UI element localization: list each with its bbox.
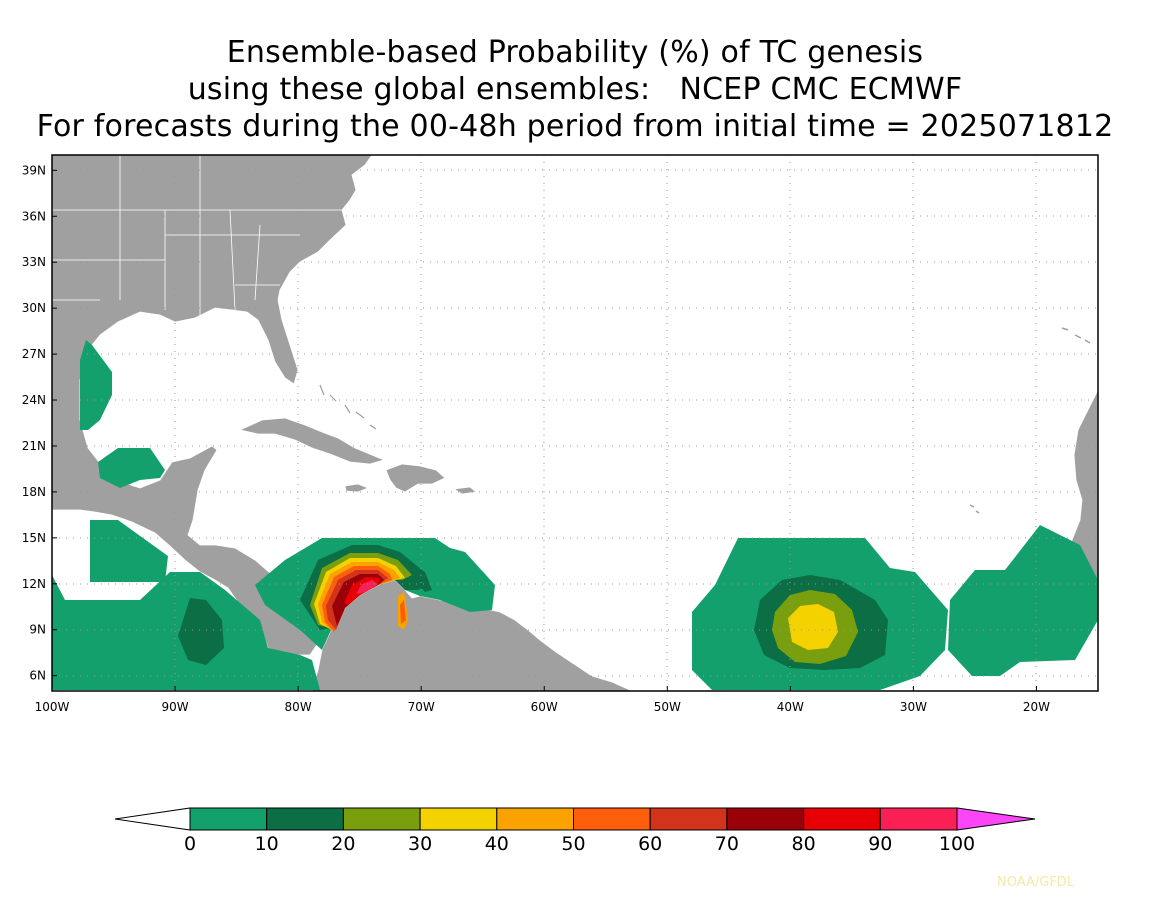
prob-area-gulf-west	[80, 340, 112, 430]
colorbar-bin	[496, 807, 574, 831]
genesis-contours	[52, 340, 1098, 690]
colorbar-bin	[189, 807, 268, 831]
land-jamaica	[344, 483, 370, 493]
colorbar-bin	[342, 807, 421, 831]
colorbar-label: 50	[561, 833, 585, 855]
colorbar-bin	[649, 807, 728, 831]
prob-area-east-pacific-10	[178, 598, 224, 665]
colorbar-label: 60	[638, 833, 662, 855]
lat-tick-label: 24N	[22, 393, 46, 407]
title-line-2: using these global ensembles: NCEP CMC E…	[187, 72, 963, 107]
colorbar-label: 90	[868, 833, 892, 855]
lat-tick-label: 27N	[22, 347, 46, 361]
colorbar-bin	[266, 807, 344, 831]
lat-tick-label: 21N	[22, 439, 46, 453]
colorbar-over-triangle	[956, 807, 1036, 831]
lat-tick-label: 39N	[22, 163, 46, 177]
lat-tick-label: 9N	[29, 623, 46, 637]
latitude-axis: 39N 36N 33N 30N 27N 24N 21N 18N 15N 12N 9N 6N	[22, 163, 57, 683]
colorbar-label: 40	[485, 833, 509, 855]
lat-tick-label: 30N	[22, 301, 46, 315]
land-cuba	[238, 417, 386, 465]
state-borders	[52, 155, 345, 318]
lat-tick-label: 36N	[22, 209, 46, 223]
lat-tick-label: 18N	[22, 485, 46, 499]
land-hispaniola	[385, 463, 446, 493]
lon-tick-label: 30W	[900, 700, 927, 714]
colorbar-under-triangle	[114, 807, 191, 831]
lat-tick-label: 6N	[29, 669, 46, 683]
land-puerto-rico	[452, 486, 477, 495]
land-bahamas	[319, 384, 377, 430]
colorbar-label: 70	[715, 833, 739, 855]
colorbar-bin	[573, 807, 651, 831]
prob-area-gulf-south	[98, 448, 165, 488]
land-canary-islands	[1061, 327, 1091, 344]
lat-tick-label: 15N	[22, 531, 46, 545]
prob-area-caribbean-90	[356, 580, 378, 594]
colorbar-label: 100	[939, 833, 975, 855]
colorbar-bin	[419, 807, 498, 831]
map-frame	[51, 154, 1099, 692]
land-cape-verde	[969, 504, 980, 514]
map-title: Ensemble-based Probability (%) of TC gen…	[0, 34, 1150, 145]
lat-tick-label: 12N	[22, 577, 46, 591]
lon-tick-label: 100W	[35, 700, 70, 714]
lon-tick-label: 20W	[1023, 700, 1050, 714]
colorbar-bin	[726, 807, 805, 831]
colorbar-bin	[879, 807, 958, 831]
prob-area-east-pacific	[90, 520, 168, 582]
credit-label: NOAA/GFDL	[997, 875, 1075, 890]
lon-tick-label: 50W	[654, 700, 681, 714]
colorbar-label: 80	[792, 833, 816, 855]
lon-tick-label: 70W	[408, 700, 435, 714]
title-line-3: For forecasts during the 00-48h period f…	[36, 109, 1114, 144]
colorbar: 0 10 20 30 40 50 60 70 80 90 100	[114, 807, 1036, 855]
prob-area-caribbean-east	[410, 562, 432, 592]
prob-area-venezuela-coast-50	[400, 600, 406, 624]
lon-tick-label: 80W	[285, 700, 312, 714]
lon-tick-label: 90W	[161, 700, 188, 714]
title-line-1: Ensemble-based Probability (%) of TC gen…	[226, 35, 924, 70]
colorbar-label: 20	[331, 833, 355, 855]
colorbar-bin	[803, 807, 881, 831]
colorbar-label: 30	[408, 833, 432, 855]
longitude-axis: 100W 90W 80W 70W 60W 50W 40W 30W 20W	[35, 686, 1050, 714]
lat-tick-label: 33N	[22, 255, 46, 269]
colorbar-label: 10	[255, 833, 279, 855]
colorbar-label: 0	[184, 833, 196, 855]
prob-area-atlantic-30	[788, 604, 838, 650]
lon-tick-label: 40W	[777, 700, 804, 714]
prob-area-east-atlantic	[948, 525, 1098, 676]
lon-tick-label: 60W	[531, 700, 558, 714]
